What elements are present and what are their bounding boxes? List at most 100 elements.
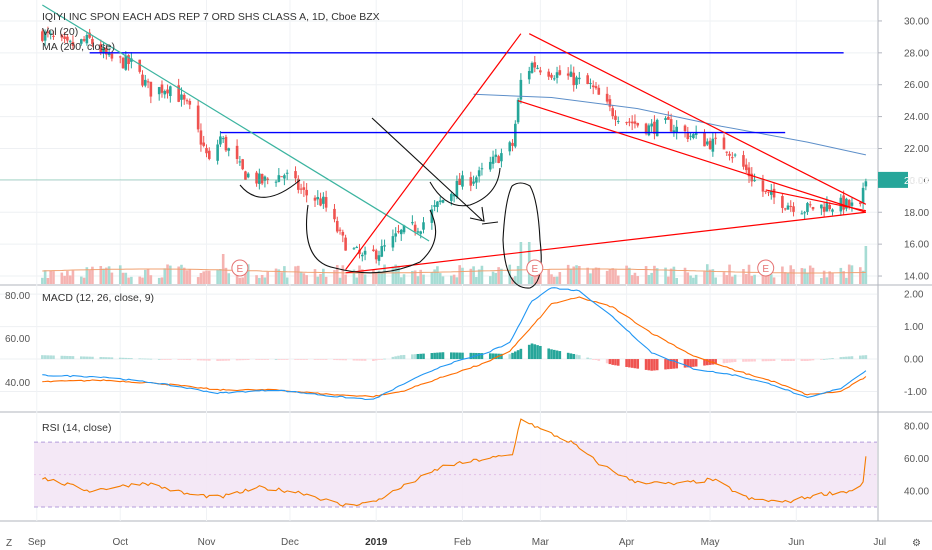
candle[interactable] (163, 89, 167, 99)
freehand-drawing[interactable] (502, 182, 542, 289)
candle[interactable] (391, 229, 395, 252)
candle[interactable] (500, 148, 503, 168)
corner-label-left[interactable]: Z (6, 538, 12, 549)
candle[interactable] (547, 68, 551, 80)
candle[interactable] (647, 123, 651, 137)
candle[interactable] (430, 204, 434, 230)
candle[interactable] (842, 190, 845, 215)
candle[interactable] (519, 73, 523, 104)
candle[interactable] (146, 78, 150, 89)
candle[interactable] (355, 245, 359, 249)
candle[interactable] (241, 158, 244, 171)
candle[interactable] (41, 29, 44, 43)
candle[interactable] (182, 93, 186, 105)
candle[interactable] (60, 33, 64, 42)
candle[interactable] (338, 227, 342, 235)
candle[interactable] (711, 132, 715, 157)
candle[interactable] (630, 115, 634, 131)
candle[interactable] (859, 202, 862, 207)
candle[interactable] (441, 199, 445, 204)
candle[interactable] (235, 139, 239, 164)
candle[interactable] (138, 59, 142, 74)
candle[interactable] (285, 169, 289, 180)
candle[interactable] (655, 118, 659, 137)
candle[interactable] (539, 66, 542, 76)
candle[interactable] (850, 197, 854, 212)
candle[interactable] (43, 29, 47, 47)
candle[interactable] (207, 147, 211, 161)
candle[interactable] (480, 162, 484, 176)
candle[interactable] (263, 175, 267, 188)
gear-icon[interactable]: ⚙ (912, 538, 921, 549)
candle[interactable] (452, 194, 456, 203)
candle[interactable] (258, 168, 261, 190)
candle[interactable] (244, 170, 247, 180)
candle[interactable] (63, 31, 66, 44)
candle[interactable] (569, 64, 573, 78)
candle[interactable] (455, 175, 459, 200)
candle[interactable] (397, 224, 400, 234)
candle[interactable] (725, 151, 729, 157)
candle[interactable] (811, 206, 815, 211)
candle[interactable] (79, 38, 83, 46)
candle[interactable] (246, 172, 250, 179)
candle[interactable] (199, 123, 203, 152)
candle[interactable] (216, 139, 219, 165)
candle[interactable] (335, 216, 339, 234)
candle[interactable] (91, 36, 94, 48)
candle[interactable] (608, 95, 612, 112)
candle[interactable] (458, 172, 461, 186)
candle[interactable] (664, 116, 667, 124)
candle[interactable] (488, 156, 492, 172)
candle[interactable] (66, 34, 69, 43)
candle[interactable] (742, 150, 745, 170)
candle[interactable] (141, 70, 144, 88)
trendline[interactable] (765, 189, 866, 212)
candle[interactable] (789, 200, 793, 212)
candle[interactable] (772, 182, 776, 205)
candle[interactable] (49, 30, 52, 40)
candle[interactable] (764, 190, 768, 195)
candle[interactable] (255, 170, 258, 187)
candle[interactable] (845, 197, 848, 212)
candle[interactable] (372, 245, 375, 252)
candle[interactable] (672, 124, 676, 137)
candle[interactable] (714, 132, 717, 145)
candle[interactable] (130, 52, 133, 69)
candle[interactable] (578, 71, 581, 85)
candle[interactable] (591, 80, 595, 95)
candle[interactable] (491, 150, 495, 169)
freehand-drawing[interactable] (469, 206, 485, 222)
candle[interactable] (71, 35, 75, 50)
candle[interactable] (820, 204, 823, 216)
candle[interactable] (419, 230, 423, 239)
candle[interactable] (436, 201, 439, 213)
candle[interactable] (413, 221, 417, 236)
candle[interactable] (800, 210, 804, 215)
candle[interactable] (383, 239, 386, 252)
candles[interactable] (41, 26, 868, 266)
candle[interactable] (283, 173, 286, 186)
candle[interactable] (733, 153, 737, 158)
candle[interactable] (185, 98, 189, 105)
candle[interactable] (274, 179, 278, 187)
candle[interactable] (536, 64, 539, 70)
candle[interactable] (558, 65, 562, 76)
candle[interactable] (786, 202, 790, 210)
candle[interactable] (572, 66, 576, 92)
candle[interactable] (683, 124, 687, 138)
candle[interactable] (177, 78, 180, 103)
candle[interactable] (594, 82, 598, 90)
candle[interactable] (650, 119, 653, 132)
freehand-drawing[interactable] (429, 167, 501, 207)
candle[interactable] (769, 184, 773, 200)
candle[interactable] (341, 229, 345, 243)
candle[interactable] (555, 66, 559, 84)
candle[interactable] (333, 203, 336, 223)
candle[interactable] (792, 202, 795, 217)
candle[interactable] (705, 138, 709, 147)
candle[interactable] (828, 202, 832, 212)
candle[interactable] (118, 55, 122, 64)
candle[interactable] (708, 137, 712, 150)
